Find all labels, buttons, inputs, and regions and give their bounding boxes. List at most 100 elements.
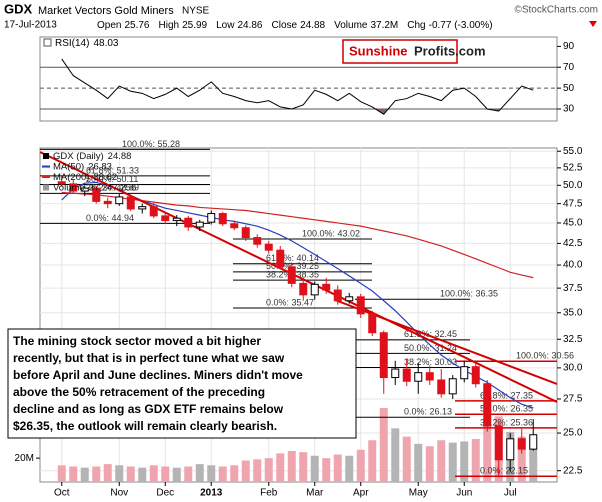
candle-body: [126, 196, 135, 210]
candle-body: [195, 221, 204, 228]
volume-bar: [460, 441, 469, 482]
y-tick-label: 27.5: [563, 394, 583, 405]
candle-body: [80, 187, 89, 192]
annotation: The mining stock sector moved a bit high…: [13, 334, 303, 433]
legend-value: 26.83: [88, 161, 112, 172]
volume-bar: [391, 428, 400, 482]
volume-bar: [310, 455, 319, 482]
legend-name: RSI(14): [55, 38, 89, 49]
legend-name: GDX (Daily): [53, 151, 104, 162]
y-tick-label: 42.5: [563, 238, 583, 249]
candle-body: [448, 378, 457, 395]
candle-body: [356, 296, 365, 315]
legend-entry: MA(200) 38.62: [53, 172, 117, 183]
volume-bar: [241, 460, 250, 482]
y-tick-label: 30: [563, 104, 575, 115]
quote-label: Volume: [334, 20, 368, 31]
volume-bar: [529, 437, 538, 482]
quote-label: Chg: [407, 20, 425, 31]
quote-item: Close 24.88: [272, 20, 326, 31]
y-tick-label: 30.0: [563, 363, 583, 374]
volume-bar: [299, 452, 308, 482]
rsi-legend: RSI(14) 48.03: [55, 38, 119, 49]
candle-body: [69, 183, 78, 192]
volume-bar: [126, 466, 135, 482]
volume-bar: [172, 467, 181, 482]
candle-body: [161, 215, 170, 222]
volume-bar: [264, 458, 273, 482]
volume-bar: [448, 442, 457, 482]
candle-body: [172, 217, 181, 222]
x-tick-label: Dec: [156, 488, 174, 499]
volume-tick-label: 20M: [15, 453, 34, 464]
volume-bar: [379, 408, 388, 482]
volume-bar: [207, 465, 216, 482]
candle-body: [345, 296, 354, 302]
volume-bar: [356, 449, 365, 482]
candle-body: [218, 213, 227, 225]
x-tick-label: Jul: [504, 488, 517, 499]
annotation-line: decline and as long as GDX ETF remains b…: [13, 402, 284, 416]
candle-layer: [57, 176, 538, 476]
legend-icon: [43, 38, 52, 47]
candle-body: [230, 223, 239, 229]
x-tick-label: 2013: [200, 488, 223, 499]
candle-body: [241, 227, 250, 239]
y-tick-label: 50.0: [563, 180, 583, 191]
candle-body: [207, 213, 216, 223]
legend-name: MA(50): [53, 161, 84, 172]
volume-bar: [402, 436, 411, 482]
volume-bar: [414, 443, 423, 482]
volume-bar: [322, 458, 331, 482]
annotation-line: recently, but that is in perfect tune wh…: [13, 351, 285, 365]
candle-body: [333, 289, 342, 302]
annotation-line: The mining stock sector moved a bit high…: [13, 334, 261, 348]
candle-body: [437, 379, 446, 395]
fib-label: 50.0%: 26.35: [480, 404, 533, 414]
legend-entry: Volume 37,247,256: [53, 182, 136, 193]
fib-label: 61.8%: 51.33: [86, 165, 139, 175]
fib-label: 61.8%: 32.45: [404, 329, 457, 339]
x-tick-label: Oct: [54, 488, 70, 499]
fib-label: 38.2%: 25.36: [480, 417, 533, 427]
quote-value: 25.76: [124, 20, 149, 31]
y-tick-label: 35.0: [563, 307, 583, 318]
quote-value: 37.2M: [370, 20, 398, 31]
candle-body: [276, 249, 285, 268]
volume-bar: [230, 465, 239, 482]
fib-label: 0.0%: 26.13: [404, 407, 452, 417]
candle-body: [299, 282, 308, 296]
y-tick-label: 40.0: [563, 260, 583, 271]
fib-label: 38.2%: 30.03: [404, 357, 457, 367]
date: 17-Jul-2013: [4, 20, 57, 31]
candle-body: [149, 206, 158, 217]
y-tick-label: 70: [563, 62, 575, 73]
candle-body: [379, 332, 388, 379]
fib-label: 0.0%: 22.15: [480, 466, 528, 476]
candle-body: [253, 237, 262, 245]
volume-bar: [333, 454, 342, 482]
candle-body: [460, 366, 469, 380]
rsi-line: [61, 58, 534, 115]
candle-body: [287, 266, 296, 284]
legend-value: 38.62: [93, 172, 117, 183]
volume-bar: [57, 465, 66, 482]
y-tick-label: 37.5: [563, 283, 583, 294]
candle-body: [184, 217, 193, 228]
legend-icon: [43, 184, 49, 191]
volume-bar: [483, 424, 492, 482]
security-name: Market Vectors Gold Miners: [38, 5, 174, 17]
quote-item: Chg -0.77 (-3.00%): [407, 20, 492, 31]
volume-bar: [471, 439, 480, 482]
volume-bar: [195, 464, 204, 482]
fib-label: 100.0%: 55.28: [122, 139, 180, 149]
volume-bar: [276, 453, 285, 482]
volume-bar: [517, 436, 526, 482]
trend-line: [39, 151, 558, 403]
legend-value: 24.88: [108, 151, 132, 162]
y-tick-label: 45.0: [563, 218, 583, 229]
y-tick-label: 50: [563, 83, 575, 94]
